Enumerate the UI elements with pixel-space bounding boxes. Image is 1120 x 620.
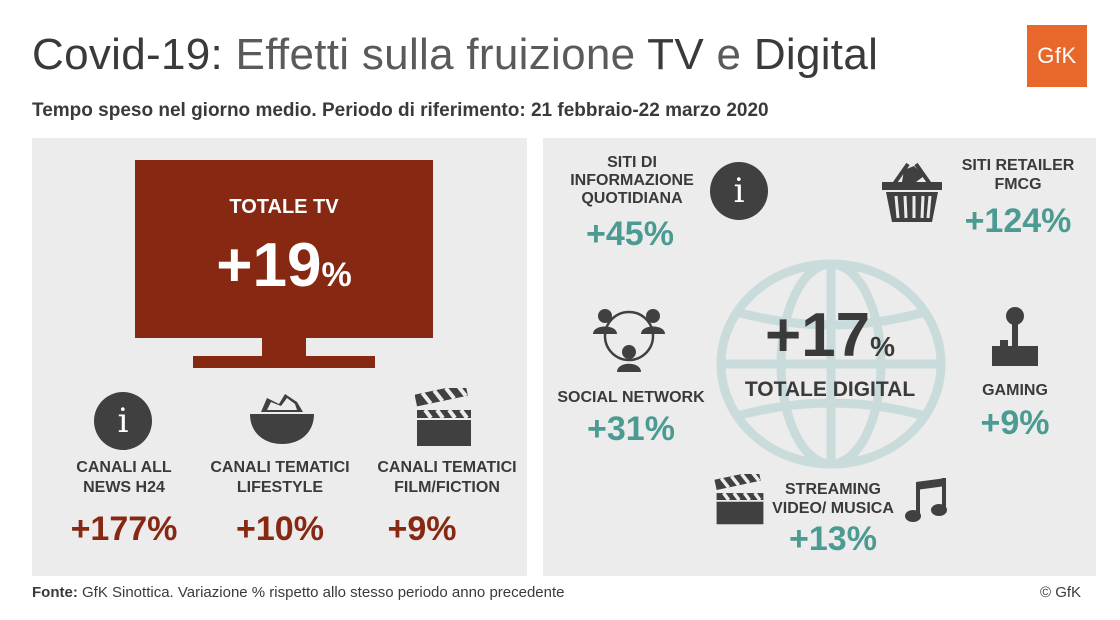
streaming-value: +13%: [789, 520, 877, 558]
tv-stand: [262, 338, 306, 356]
news-sites-value: +45%: [586, 215, 674, 253]
channel-lifestyle-value: +10%: [236, 510, 324, 548]
gaming-value: +9%: [980, 404, 1050, 442]
page-title: Covid-19: Effetti sulla fruizione TV e D…: [32, 30, 879, 79]
total-digital-value: +17%: [764, 301, 896, 370]
total-tv-label: TOTALE TV: [229, 196, 339, 218]
social-network-icon: [593, 309, 665, 372]
streaming-label: STREAMING VIDEO/ MUSICA: [772, 481, 894, 517]
social-network-label: SOCIAL NETWORK: [557, 389, 705, 406]
news-sites-label: SITI DI INFORMAZIONE QUOTIDIANA: [570, 154, 694, 207]
channel-film-value: +9%: [387, 510, 457, 548]
total-tv-value: +19%: [216, 231, 352, 300]
info-icon: i: [94, 392, 152, 450]
info-icon: i: [710, 162, 768, 220]
channel-film-label: CANALI TEMATICI FILM/FICTION: [377, 459, 517, 496]
tv-base: [193, 356, 375, 368]
gaming-label: GAMING: [982, 382, 1048, 399]
channel-news-label: CANALI ALL NEWS H24: [76, 459, 172, 496]
clapperboard-icon: [714, 474, 764, 525]
page-subtitle: Tempo speso nel giorno medio. Periodo di…: [32, 100, 769, 121]
copyright: © GfK: [1040, 584, 1082, 601]
channel-lifestyle-label: CANALI TEMATICI LIFESTYLE: [210, 459, 350, 496]
globe-icon: [716, 259, 946, 469]
source-note: Fonte: GfK Sinottica. Variazione % rispe…: [32, 584, 565, 601]
clapperboard-icon: [415, 388, 471, 446]
joystick-icon: [992, 307, 1038, 366]
shopping-basket-icon: [882, 162, 942, 222]
gfk-logo: GfK: [1027, 25, 1087, 87]
retail-sites-value: +124%: [964, 202, 1072, 240]
retail-sites-label: SITI RETAILER FMCG: [961, 157, 1075, 193]
social-network-value: +31%: [587, 410, 675, 448]
total-digital-label: TOTALE DIGITAL: [744, 378, 916, 401]
music-note-icon: [905, 478, 947, 522]
food-bowl-icon: [250, 394, 314, 444]
tv-screen-icon: [135, 160, 433, 338]
channel-news-value: +177%: [70, 510, 178, 548]
